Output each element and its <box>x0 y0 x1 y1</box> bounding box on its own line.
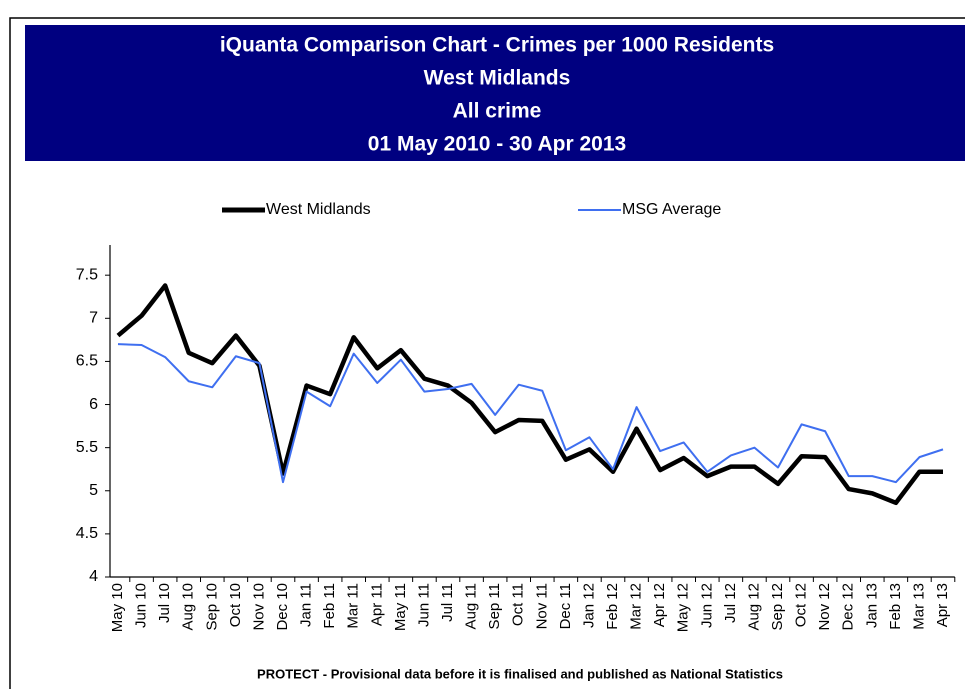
x-tick-label: Sep 11 <box>486 583 503 629</box>
x-tick-label: Nov 10 <box>250 583 267 631</box>
x-tick-label: Jul 12 <box>722 583 739 623</box>
x-tick-label: May 12 <box>675 583 692 632</box>
y-tick-label: 6.5 <box>76 353 98 370</box>
x-tick-label: Feb 13 <box>887 583 904 630</box>
title-box <box>25 25 965 161</box>
x-tick-label: Jun 10 <box>133 583 150 628</box>
y-tick-label: 4.5 <box>76 525 98 542</box>
x-tick-label: Jan 13 <box>863 583 880 628</box>
line-series <box>116 283 943 506</box>
x-tick-label: Jan 12 <box>580 583 597 628</box>
x-tick-label: Feb 11 <box>321 583 338 629</box>
x-tick-label: Mar 13 <box>910 583 927 630</box>
x-tick-label: May 11 <box>392 583 409 631</box>
chart-title: West Midlands <box>424 67 571 90</box>
footnote: PROTECT - Provisional data before it is … <box>257 666 783 681</box>
legend-label: West Midlands <box>266 201 371 218</box>
x-tick-label: Dec 12 <box>840 583 857 631</box>
y-tick-label: 7.5 <box>76 266 98 283</box>
y-tick-label: 5.5 <box>76 439 98 456</box>
chart-title: iQuanta Comparison Chart - Crimes per 10… <box>220 34 774 57</box>
x-tick-label: Dec 10 <box>274 583 291 631</box>
x-tick-label: Sep 10 <box>203 583 220 631</box>
x-tick-label: Jul 10 <box>156 583 173 623</box>
x-tick-label: Mar 12 <box>628 583 645 630</box>
x-tick-label: Jan 11 <box>298 583 315 627</box>
x-tick-label: Dec 11 <box>557 583 574 629</box>
x-tick-label: Aug 11 <box>463 583 480 629</box>
y-tick-label: 6 <box>89 396 98 413</box>
y-tick-label: 7 <box>89 310 98 327</box>
y-tick-label: 5 <box>89 482 98 499</box>
x-tick-label: Mar 11 <box>345 583 362 629</box>
chart-title: All crime <box>453 100 542 123</box>
x-tick-label: Aug 12 <box>745 583 762 631</box>
x-tick-label: Feb 12 <box>604 583 621 630</box>
x-tick-label: Nov 11 <box>533 583 550 629</box>
frame <box>9 17 965 689</box>
x-tick-label: Jun 12 <box>698 583 715 628</box>
x-tick-label: Apr 11 <box>368 583 385 626</box>
x-tick-label: Oct 12 <box>793 583 810 627</box>
chart-title: 01 May 2010 - 30 Apr 2013 <box>368 133 626 156</box>
y-tick-label: 4 <box>89 568 98 585</box>
x-tick-label: Apr 13 <box>934 583 951 627</box>
x-tick-label: Oct 10 <box>227 583 244 627</box>
x-tick-label: May 10 <box>109 583 126 632</box>
x-tick-label: Jun 11 <box>415 583 432 627</box>
x-tick-label: Apr 12 <box>651 583 668 627</box>
line-series <box>117 343 944 484</box>
x-tick-label: Sep 12 <box>769 583 786 631</box>
x-tick-label: Aug 10 <box>180 583 197 631</box>
legend-label: MSG Average <box>622 201 721 218</box>
x-tick-label: Jul 11 <box>439 583 456 622</box>
x-tick-label: Oct 11 <box>510 583 527 626</box>
x-tick-label: Nov 12 <box>816 583 833 631</box>
